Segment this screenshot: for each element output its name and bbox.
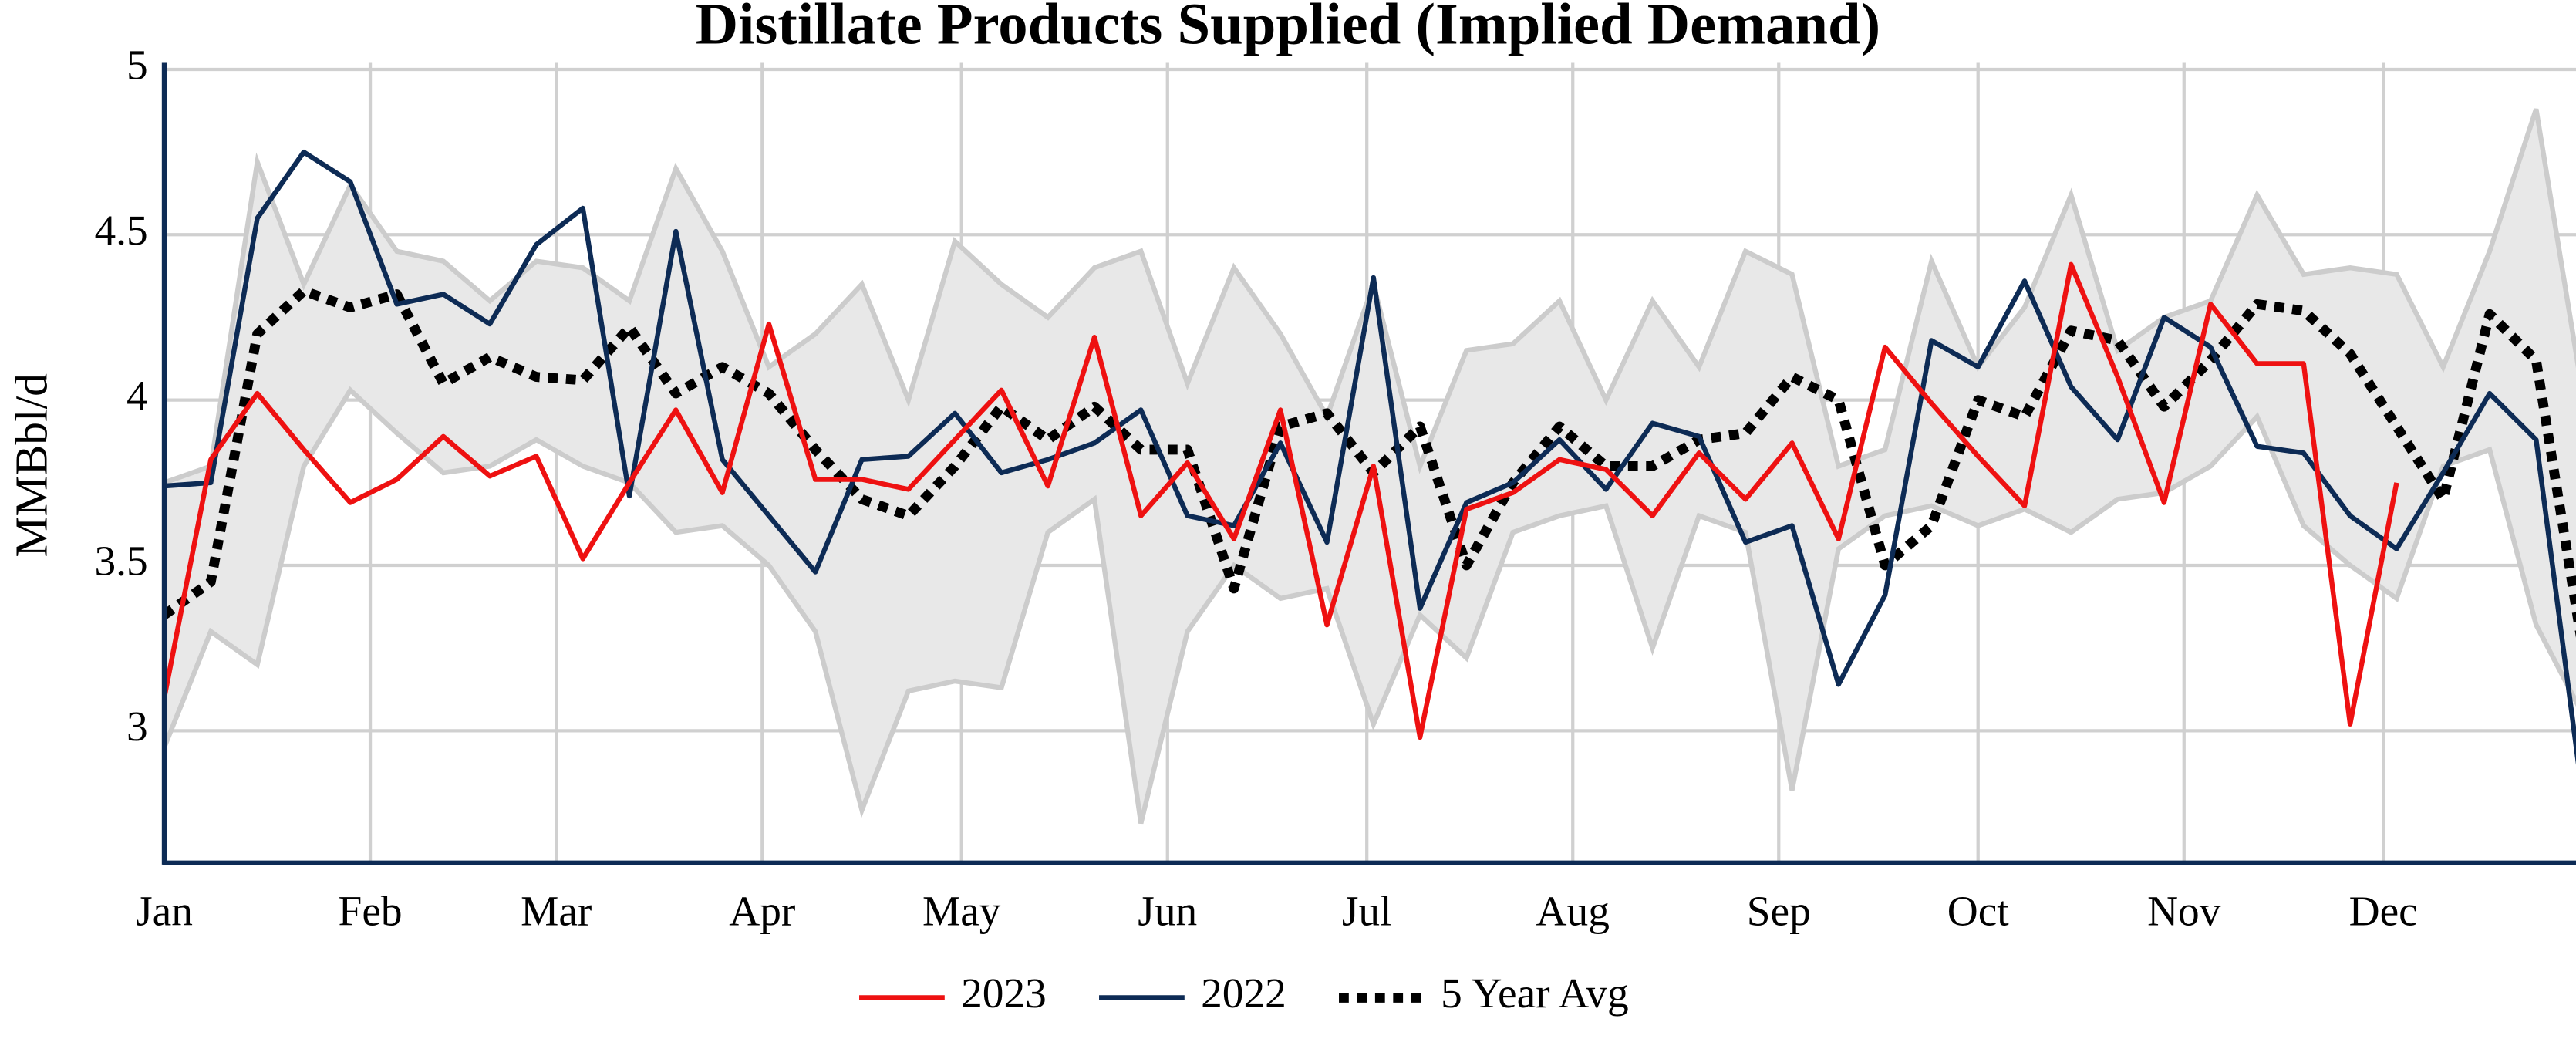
legend: 2023 2022 5 Year Avg (859, 970, 1629, 1017)
x-tick-label: Mar (521, 888, 592, 935)
x-tick-label: Oct (1947, 888, 2010, 935)
y-axis-label: MMBbl/d (6, 373, 57, 558)
y-tick-label: 3 (126, 703, 148, 750)
legend-label: 2022 (1201, 970, 1286, 1017)
x-tick-label: Aug (1536, 888, 1610, 935)
series-line (164, 149, 2576, 765)
x-tick-label: Dec (2349, 888, 2418, 935)
x-tick-label: Feb (339, 888, 403, 935)
x-tick-label: Sep (1747, 888, 1811, 935)
legend-label: 2023 (961, 970, 1047, 1017)
x-tick-label: Jul (1342, 888, 1392, 935)
x-tick-label: Apr (729, 888, 795, 935)
series-line (164, 261, 2399, 740)
chart-title: Distillate Products Supplied (Implied De… (696, 0, 1880, 56)
range-area (164, 109, 2576, 824)
y-tick-label: 5 (126, 42, 148, 89)
y-tick-label: 4.5 (94, 207, 147, 254)
x-tick-label: Jun (1138, 888, 1197, 935)
axes: 3 3.5 4 4.5 5 Jan Feb Mar Apr May Jun Jul Aug Sep Oct N… (94, 42, 2576, 935)
x-tick-label: May (922, 888, 1001, 935)
x-tick-label: Jan (136, 888, 193, 935)
legend-label: 5 Year Avg (1441, 970, 1629, 1017)
range-lower (164, 386, 2576, 825)
x-tick-label: Nov (2147, 888, 2221, 935)
y-tick-label: 4 (126, 372, 148, 419)
plot-area (164, 108, 2576, 825)
y-tick-label: 3.5 (94, 538, 147, 585)
